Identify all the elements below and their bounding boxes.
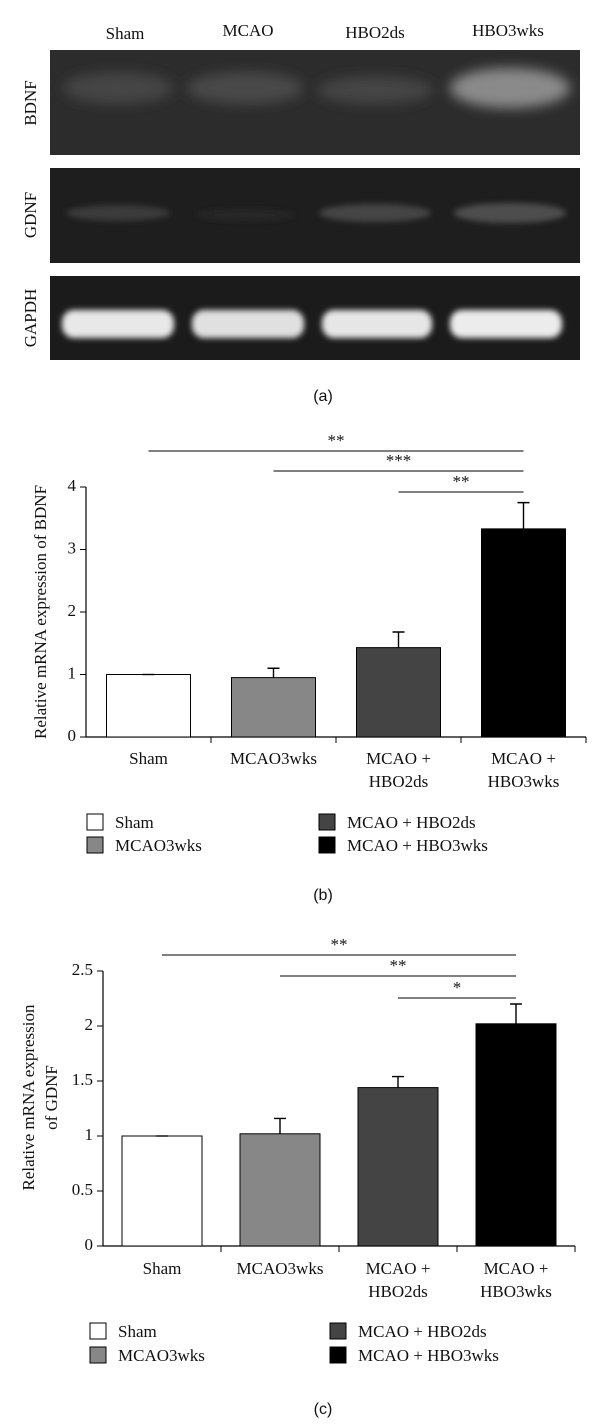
gel-gdnf: [50, 168, 580, 263]
x-tick-label: MCAO + HBO3wks: [480, 1259, 552, 1301]
y-tick-label: 0: [85, 1235, 94, 1254]
y-tick-label: 4: [68, 476, 77, 495]
y-tick-label: 0.5: [72, 1180, 93, 1199]
significance-label: **: [331, 935, 348, 954]
legend-label: MCAO3wks: [118, 1346, 205, 1365]
bar: [481, 528, 566, 738]
legend-swatch: [89, 1322, 107, 1340]
y-tick-label: 2: [68, 601, 77, 620]
legend-swatch: [89, 1346, 107, 1364]
y-axis-label: Relative mRNA expression of GDNF: [19, 1004, 61, 1191]
lane-label: MCAO: [222, 21, 273, 40]
y-tick-label: 2: [85, 1015, 94, 1034]
significance-label: ***: [386, 451, 412, 470]
gel-bdnf: [50, 50, 580, 155]
x-tick-label: Sham: [143, 1259, 182, 1278]
gel-panel: Sham MCAO HBO2ds HBO3wks BDNF GDNF GAPDH: [21, 21, 580, 405]
bar: [356, 647, 441, 738]
row-label: BDNF: [21, 80, 40, 125]
x-tick-label: MCAO3wks: [237, 1259, 324, 1278]
significance-label: **: [390, 956, 407, 975]
error-bar: [267, 667, 280, 678]
y-tick-label: 0: [68, 726, 77, 745]
error-bar: [517, 501, 530, 529]
panel-caption: (c): [314, 1401, 333, 1418]
legend-swatch: [86, 813, 104, 831]
bar: [239, 1133, 321, 1247]
legend-swatch: [329, 1346, 347, 1364]
legend-label: MCAO + HBO3wks: [347, 836, 488, 855]
x-tick-label: MCAO3wks: [230, 749, 317, 768]
significance-label: *: [453, 978, 462, 997]
row-label: GAPDH: [21, 289, 40, 348]
x-tick-label: MCAO + HBO3wks: [488, 749, 560, 791]
legend-label: MCAO3wks: [115, 836, 202, 855]
bar: [357, 1087, 439, 1247]
error-bar: [392, 1075, 404, 1088]
y-tick-label: 3: [68, 538, 77, 557]
legend-label: Sham: [118, 1322, 157, 1341]
legend-swatch: [318, 813, 336, 831]
gel-gapdh: [50, 276, 580, 360]
legend-label: Sham: [115, 813, 154, 832]
x-tick-label: MCAO + HBO2ds: [366, 1259, 431, 1301]
x-tick-label: Sham: [129, 749, 168, 768]
significance-label: **: [453, 472, 470, 491]
y-tick-label: 1.5: [72, 1070, 93, 1089]
y-axis-label: Relative mRNA expression of BDNF: [31, 485, 50, 739]
error-bar: [274, 1117, 286, 1134]
panel-caption: (a): [313, 388, 333, 405]
lane-label: HBO2ds: [345, 23, 405, 42]
error-bar: [392, 631, 405, 648]
bar: [231, 677, 316, 738]
legend-swatch: [329, 1322, 347, 1340]
lane-label: Sham: [106, 24, 145, 43]
legend-label: MCAO + HBO2ds: [358, 1322, 487, 1341]
bar: [475, 1023, 557, 1247]
legend-swatch: [86, 836, 104, 854]
panel-caption: (b): [313, 887, 333, 904]
y-tick-label: 1: [85, 1125, 94, 1144]
legend-label: MCAO + HBO3wks: [358, 1346, 499, 1365]
bar-chart: 0 0.5 1 1.5 2 2.5 Relative mRNA expression of G…: [19, 935, 576, 1418]
y-tick-label: 2.5: [72, 960, 93, 979]
bar: [106, 674, 191, 738]
bar-chart: 0 1 2 3 4 Relative mRNA expression of BDNF Sha…: [31, 431, 587, 904]
error-bar: [510, 1003, 522, 1024]
bar: [121, 1135, 203, 1247]
legend-label: MCAO + HBO2ds: [347, 813, 476, 832]
legend-swatch: [318, 836, 336, 854]
x-tick-label: MCAO + HBO2ds: [366, 749, 431, 791]
significance-label: **: [328, 431, 345, 450]
y-tick-label: 1: [68, 663, 77, 682]
lane-label: HBO3wks: [472, 21, 544, 40]
row-label: GDNF: [21, 192, 40, 238]
